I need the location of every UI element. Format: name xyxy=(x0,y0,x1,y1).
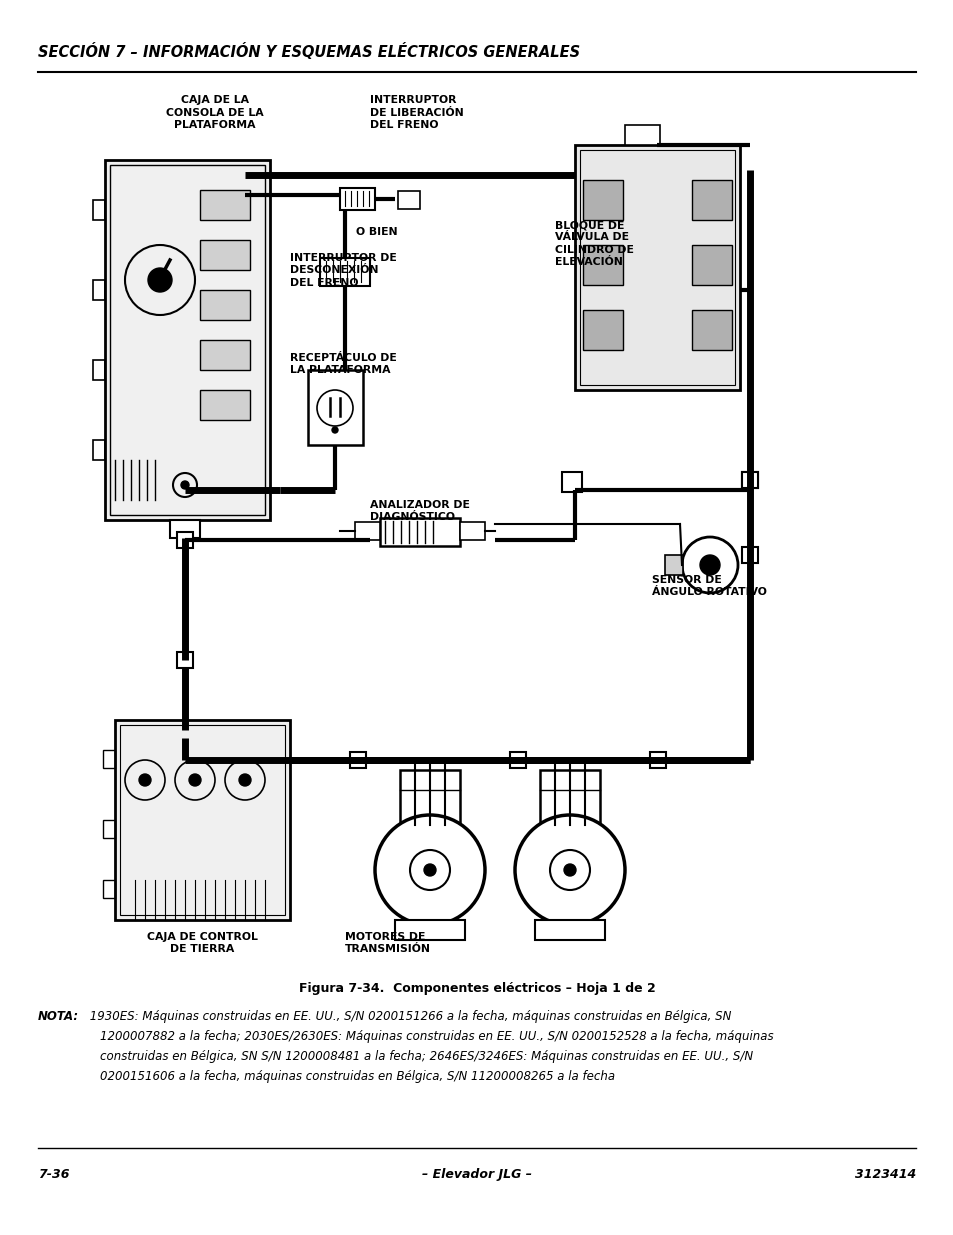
Bar xyxy=(92,200,105,220)
Bar xyxy=(308,370,363,445)
Bar xyxy=(535,920,604,940)
Text: RECEPTÁCULO DE
LA PLATAFORMA: RECEPTÁCULO DE LA PLATAFORMA xyxy=(290,353,396,375)
Text: 1200007882 a la fecha; 2030ES/2630ES: Máquinas construidas en EE. UU., S/N 02001: 1200007882 a la fecha; 2030ES/2630ES: Má… xyxy=(100,1030,773,1044)
Bar xyxy=(247,752,263,768)
Bar xyxy=(561,472,581,492)
Bar xyxy=(170,520,200,538)
Bar xyxy=(379,517,459,546)
Text: 3123414: 3123414 xyxy=(854,1168,915,1181)
Bar xyxy=(355,522,379,540)
Bar xyxy=(582,180,622,220)
Bar xyxy=(92,359,105,380)
Bar xyxy=(741,547,758,563)
Bar xyxy=(339,188,375,210)
Bar xyxy=(103,750,115,768)
Circle shape xyxy=(700,555,720,576)
Bar xyxy=(200,390,250,420)
Bar xyxy=(105,161,270,520)
Bar xyxy=(200,340,250,370)
Circle shape xyxy=(181,480,189,489)
Bar xyxy=(200,290,250,320)
Bar xyxy=(397,191,419,209)
Bar xyxy=(120,725,285,915)
Text: 0200151606 a la fecha, máquinas construidas en Bélgica, S/N 11200008265 a la fec: 0200151606 a la fecha, máquinas construi… xyxy=(100,1070,615,1083)
Bar xyxy=(691,310,731,350)
Text: INTERRUPTOR DE
DESCONEXIÓN
DEL FRENO: INTERRUPTOR DE DESCONEXIÓN DEL FRENO xyxy=(290,253,396,288)
Bar xyxy=(399,769,459,825)
Circle shape xyxy=(139,774,151,785)
Bar xyxy=(741,472,758,488)
Bar xyxy=(110,165,265,515)
Circle shape xyxy=(332,427,337,433)
Text: SECCIÓN 7 – INFORMACIÓN Y ESQUEMAS ELÉCTRICOS GENERALES: SECCIÓN 7 – INFORMACIÓN Y ESQUEMAS ELÉCT… xyxy=(38,43,579,61)
Text: CAJA DE LA
CONSOLA DE LA
PLATAFORMA: CAJA DE LA CONSOLA DE LA PLATAFORMA xyxy=(166,95,264,130)
Text: ANALIZADOR DE
DIAGNÓSTICO: ANALIZADOR DE DIAGNÓSTICO xyxy=(370,500,470,522)
Bar xyxy=(319,258,370,287)
Bar xyxy=(539,769,599,825)
Bar xyxy=(177,532,193,548)
Circle shape xyxy=(563,864,576,876)
Text: INTERRUPTOR
DE LIBERACIÓN
DEL FRENO: INTERRUPTOR DE LIBERACIÓN DEL FRENO xyxy=(370,95,463,130)
Bar xyxy=(579,149,734,385)
Text: – Elevador JLG –: – Elevador JLG – xyxy=(421,1168,532,1181)
Bar xyxy=(200,190,250,220)
Text: NOTA:: NOTA: xyxy=(38,1010,79,1023)
Text: SENSOR DE
ÁNGULO ROTATIVO: SENSOR DE ÁNGULO ROTATIVO xyxy=(651,576,766,598)
Circle shape xyxy=(423,864,436,876)
Circle shape xyxy=(148,268,172,291)
Bar xyxy=(115,720,290,920)
Bar xyxy=(177,722,193,739)
Bar xyxy=(582,310,622,350)
Text: MOTORES DE
TRANSMISIÓN: MOTORES DE TRANSMISIÓN xyxy=(345,932,431,955)
Bar xyxy=(92,440,105,459)
Bar xyxy=(103,820,115,839)
Circle shape xyxy=(515,815,624,925)
Bar xyxy=(177,652,193,668)
Bar xyxy=(741,472,758,488)
Text: CAJA DE CONTROL
DE TIERRA: CAJA DE CONTROL DE TIERRA xyxy=(147,932,257,955)
Bar xyxy=(103,881,115,898)
Text: BLOQUE DE
VÁLVULA DE
CILINDRO DE
ELEVACIÓN: BLOQUE DE VÁLVULA DE CILINDRO DE ELEVACI… xyxy=(555,220,633,267)
Text: O BIEN: O BIEN xyxy=(355,227,397,237)
Text: 1930ES: Máquinas construidas en EE. UU., S/N 0200151266 a la fecha, máquinas con: 1930ES: Máquinas construidas en EE. UU.,… xyxy=(86,1010,731,1023)
Bar xyxy=(582,245,622,285)
Text: construidas en Bélgica, SN S/N 1200008481 a la fecha; 2646ES/3246ES: Máquinas co: construidas en Bélgica, SN S/N 120000848… xyxy=(100,1050,752,1063)
Bar xyxy=(691,245,731,285)
Bar xyxy=(691,180,731,220)
Circle shape xyxy=(375,815,484,925)
Bar xyxy=(92,280,105,300)
Bar xyxy=(200,240,250,270)
Circle shape xyxy=(550,850,589,890)
Bar xyxy=(664,555,682,576)
Bar xyxy=(510,752,525,768)
Bar xyxy=(350,752,366,768)
Circle shape xyxy=(239,774,251,785)
Bar xyxy=(459,522,484,540)
Circle shape xyxy=(189,774,201,785)
Bar xyxy=(395,920,464,940)
Text: Figura 7-34.  Componentes eléctricos – Hoja 1 de 2: Figura 7-34. Componentes eléctricos – Ho… xyxy=(298,982,655,995)
Text: 7-36: 7-36 xyxy=(38,1168,70,1181)
Bar xyxy=(575,144,740,390)
Bar xyxy=(649,752,665,768)
Circle shape xyxy=(410,850,450,890)
Bar xyxy=(624,125,659,144)
